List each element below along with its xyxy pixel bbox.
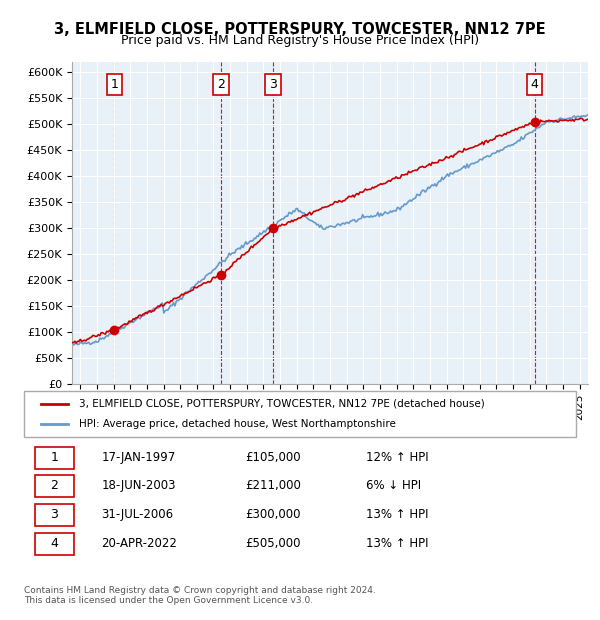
Text: Contains HM Land Registry data © Crown copyright and database right 2024.
This d: Contains HM Land Registry data © Crown c… bbox=[24, 586, 376, 605]
Text: 4: 4 bbox=[50, 536, 58, 549]
Text: 3, ELMFIELD CLOSE, POTTERSPURY, TOWCESTER, NN12 7PE: 3, ELMFIELD CLOSE, POTTERSPURY, TOWCESTE… bbox=[54, 22, 546, 37]
Text: 3: 3 bbox=[50, 508, 58, 521]
Text: 1: 1 bbox=[50, 451, 58, 464]
Text: HPI: Average price, detached house, West Northamptonshire: HPI: Average price, detached house, West… bbox=[79, 419, 396, 429]
Text: 13% ↑ HPI: 13% ↑ HPI bbox=[366, 536, 429, 549]
FancyBboxPatch shape bbox=[35, 504, 74, 526]
Text: 2: 2 bbox=[50, 479, 58, 492]
Text: 3, ELMFIELD CLOSE, POTTERSPURY, TOWCESTER, NN12 7PE (detached house): 3, ELMFIELD CLOSE, POTTERSPURY, TOWCESTE… bbox=[79, 399, 485, 409]
Text: £300,000: £300,000 bbox=[245, 508, 301, 521]
FancyBboxPatch shape bbox=[35, 446, 74, 469]
Text: 17-JAN-1997: 17-JAN-1997 bbox=[101, 451, 176, 464]
Text: 12% ↑ HPI: 12% ↑ HPI bbox=[366, 451, 429, 464]
Text: 6% ↓ HPI: 6% ↓ HPI bbox=[366, 479, 421, 492]
Text: 4: 4 bbox=[531, 78, 539, 91]
Text: 2: 2 bbox=[217, 78, 225, 91]
Text: £105,000: £105,000 bbox=[245, 451, 301, 464]
Text: £505,000: £505,000 bbox=[245, 536, 301, 549]
Text: 20-APR-2022: 20-APR-2022 bbox=[101, 536, 177, 549]
FancyBboxPatch shape bbox=[24, 391, 576, 437]
Text: 1: 1 bbox=[110, 78, 118, 91]
Text: Price paid vs. HM Land Registry's House Price Index (HPI): Price paid vs. HM Land Registry's House … bbox=[121, 34, 479, 47]
Text: 13% ↑ HPI: 13% ↑ HPI bbox=[366, 508, 429, 521]
FancyBboxPatch shape bbox=[35, 533, 74, 555]
FancyBboxPatch shape bbox=[35, 476, 74, 497]
Text: £211,000: £211,000 bbox=[245, 479, 301, 492]
Text: 31-JUL-2006: 31-JUL-2006 bbox=[101, 508, 173, 521]
Text: 3: 3 bbox=[269, 78, 277, 91]
Text: 18-JUN-2003: 18-JUN-2003 bbox=[101, 479, 176, 492]
